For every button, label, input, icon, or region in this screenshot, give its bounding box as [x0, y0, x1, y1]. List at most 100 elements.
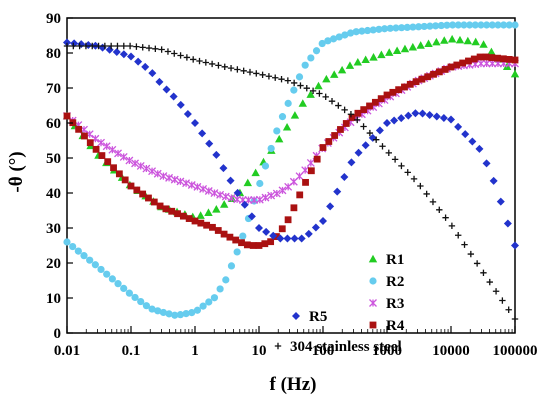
data-point [319, 217, 327, 225]
data-point [331, 132, 339, 139]
data-point [197, 219, 205, 227]
data-point [104, 158, 112, 166]
data-point [318, 39, 326, 48]
data-point [377, 95, 385, 103]
legend-item: R3 [369, 296, 404, 312]
data-point [162, 205, 170, 213]
data-point [204, 187, 213, 195]
data-point [278, 186, 287, 195]
data-point [187, 181, 196, 189]
data-point [191, 217, 199, 225]
axis-ticks: 0 10 20 30 40 50 60 70 80 90 0.01 0.1 1 10 100 1000 1000… [46, 11, 538, 359]
data-point [400, 44, 410, 53]
data-point [465, 57, 472, 65]
data-point [471, 37, 480, 46]
data-point [142, 164, 151, 173]
data-point [470, 55, 478, 63]
legend: R1 R2 R3 R4 R5 304 stainless steel [274, 252, 405, 355]
data-point [255, 242, 263, 249]
data-point [316, 90, 323, 97]
data-point [466, 21, 474, 29]
data-point [103, 270, 111, 278]
data-point [511, 241, 519, 250]
data-point [119, 152, 128, 161]
data-point [482, 159, 491, 168]
data-point [511, 315, 519, 323]
data-point [239, 232, 247, 240]
data-point [503, 219, 512, 228]
legend-marker [369, 321, 377, 329]
data-point [278, 75, 285, 83]
data-point [345, 61, 355, 69]
legend-item: 304 stainless steel [274, 339, 402, 355]
legend-label: R2 [386, 274, 404, 290]
legend-label: R5 [309, 309, 327, 325]
data-point [329, 35, 338, 43]
data-point [386, 24, 394, 32]
data-point [360, 123, 367, 130]
data-point [155, 77, 164, 86]
data-point [473, 260, 481, 267]
data-point [150, 198, 158, 206]
data-point [363, 26, 372, 35]
data-point [353, 57, 363, 66]
data-point [127, 52, 135, 61]
data-point [411, 109, 420, 118]
data-point [193, 306, 202, 314]
data-point [337, 65, 347, 74]
data-point [397, 24, 406, 32]
data-point [212, 150, 221, 159]
data-point [98, 152, 106, 159]
data-point [193, 182, 202, 191]
data-point [70, 42, 77, 50]
data-point [210, 189, 219, 198]
data-point [176, 177, 185, 186]
data-point [346, 29, 355, 37]
x-tick-label: 10 [252, 343, 267, 359]
data-point [240, 67, 247, 74]
data-point [494, 54, 501, 62]
data-point [145, 194, 152, 202]
data-point [354, 116, 361, 124]
data-point [269, 231, 278, 240]
y-tick-label: 40 [46, 186, 61, 202]
data-point [112, 48, 121, 57]
data-point [389, 88, 397, 96]
data-point [114, 149, 122, 158]
data-point [290, 111, 300, 119]
data-point [348, 114, 356, 121]
y-axis-title: -θ (°) [6, 151, 27, 192]
y-tick-label: 20 [46, 256, 61, 272]
data-point [426, 22, 434, 30]
data-point [454, 122, 463, 131]
data-point [267, 238, 275, 246]
data-point [136, 161, 145, 170]
data-point [447, 115, 455, 124]
data-point [170, 175, 179, 184]
data-point [361, 141, 370, 150]
data-point [511, 56, 519, 64]
data-point [261, 193, 270, 202]
legend-marker [292, 312, 300, 320]
series-r1 [62, 34, 520, 221]
data-point [119, 50, 128, 59]
x-tick-label: 0.1 [122, 343, 141, 359]
data-point [409, 23, 417, 31]
data-point [177, 52, 184, 59]
data-point [185, 215, 193, 222]
data-point [337, 126, 344, 133]
y-tick-label: 90 [46, 11, 61, 27]
data-point [303, 85, 310, 92]
data-point [335, 33, 343, 41]
data-point [440, 36, 449, 44]
data-point [126, 42, 134, 50]
data-point [383, 91, 391, 99]
data-point [309, 87, 317, 95]
data-point [312, 47, 321, 55]
legend-marker [274, 342, 282, 350]
data-point [240, 200, 249, 209]
data-point [63, 42, 71, 50]
data-point [430, 70, 437, 78]
data-point [488, 21, 496, 29]
